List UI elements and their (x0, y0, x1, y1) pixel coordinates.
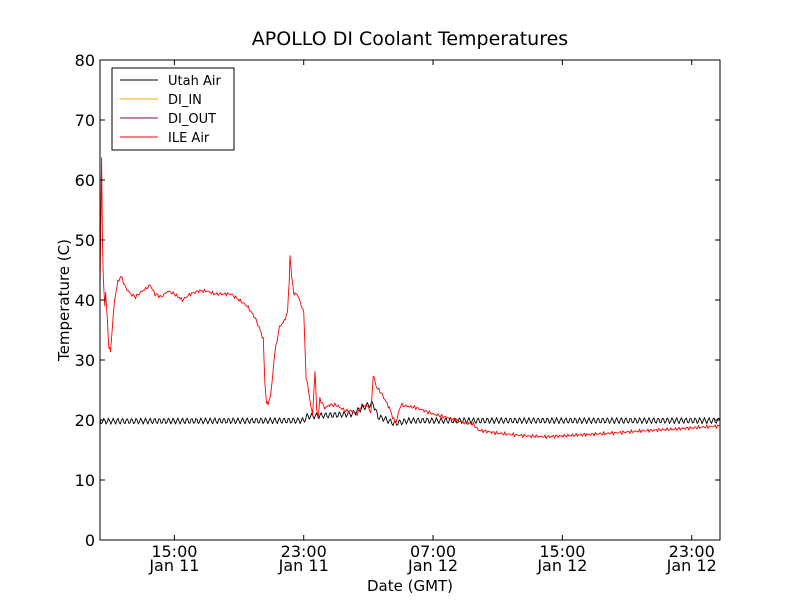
legend: Utah Air DI_IN DI_OUT ILE Air (111, 67, 235, 151)
legend-label: Utah Air (168, 74, 221, 89)
x-tick-label-time: 23:00 (669, 542, 715, 561)
y-tick-label: 80 (75, 51, 95, 70)
x-tick-label-date: Jan 12 (536, 556, 587, 575)
legend-label: DI_IN (168, 93, 202, 108)
series-line-ile-air (99, 157, 721, 439)
legend-label: ILE Air (168, 131, 210, 146)
series-line-utah-air (99, 400, 721, 427)
x-tick-label-time: 07:00 (410, 542, 456, 561)
y-axis-label: Temperature (C) (55, 239, 73, 362)
x-tick-label-time: 15:00 (151, 542, 197, 561)
y-tick-label: 20 (75, 411, 95, 430)
y-tick-label: 60 (75, 171, 95, 190)
x-tick-label-date: Jan 12 (666, 556, 717, 575)
x-tick-label-date: Jan 12 (407, 556, 458, 575)
x-tick-label-time: 15:00 (539, 542, 585, 561)
legend-label: DI_OUT (168, 112, 216, 127)
x-axis-label: Date (GMT) (367, 577, 453, 595)
x-tick-label-date: Jan 11 (148, 556, 199, 575)
y-tick-label: 70 (75, 111, 95, 130)
legend-box (111, 67, 235, 151)
x-tick-label-date: Jan 11 (278, 556, 329, 575)
y-tick-label: 0 (85, 531, 95, 550)
y-tick-label: 40 (75, 291, 95, 310)
chart-title: APOLLO DI Coolant Temperatures (252, 28, 568, 50)
y-tick-label: 10 (75, 471, 95, 490)
y-tick-label: 30 (75, 351, 95, 370)
x-tick-label-time: 23:00 (281, 542, 327, 561)
y-tick-label: 50 (75, 231, 95, 250)
